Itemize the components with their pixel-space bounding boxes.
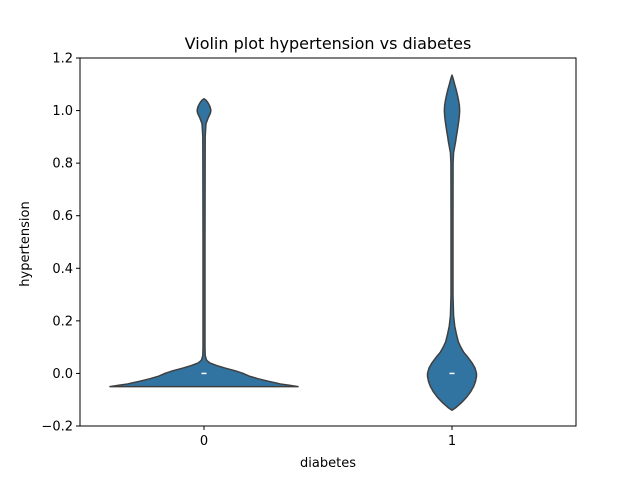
y-tick-label: 1.0 <box>52 104 73 119</box>
violin-body-1 <box>426 74 478 411</box>
y-tick-label: −0.2 <box>41 420 73 435</box>
violin-layer <box>109 74 478 411</box>
y-tick-label: 0.8 <box>52 157 73 172</box>
chart-title: Violin plot hypertension vs diabetes <box>185 34 472 53</box>
y-tick-label: 1.2 <box>52 52 73 67</box>
y-axis-ticks: −0.2 0.0 0.2 0.4 0.6 0.8 1.0 1.2 <box>41 52 80 435</box>
y-tick-label: 0.2 <box>52 314 73 329</box>
y-tick-label: 0.4 <box>52 262 73 277</box>
y-tick-label: 0.0 <box>52 367 73 382</box>
x-tick-label: 0 <box>200 434 208 449</box>
violin-body-0 <box>109 97 299 388</box>
y-axis-label: hypertension <box>18 201 33 286</box>
y-tick-label: 0.6 <box>52 209 73 224</box>
x-tick-label: 1 <box>448 434 456 449</box>
plot-frame <box>79 57 577 427</box>
x-axis-label: diabetes <box>300 456 356 471</box>
